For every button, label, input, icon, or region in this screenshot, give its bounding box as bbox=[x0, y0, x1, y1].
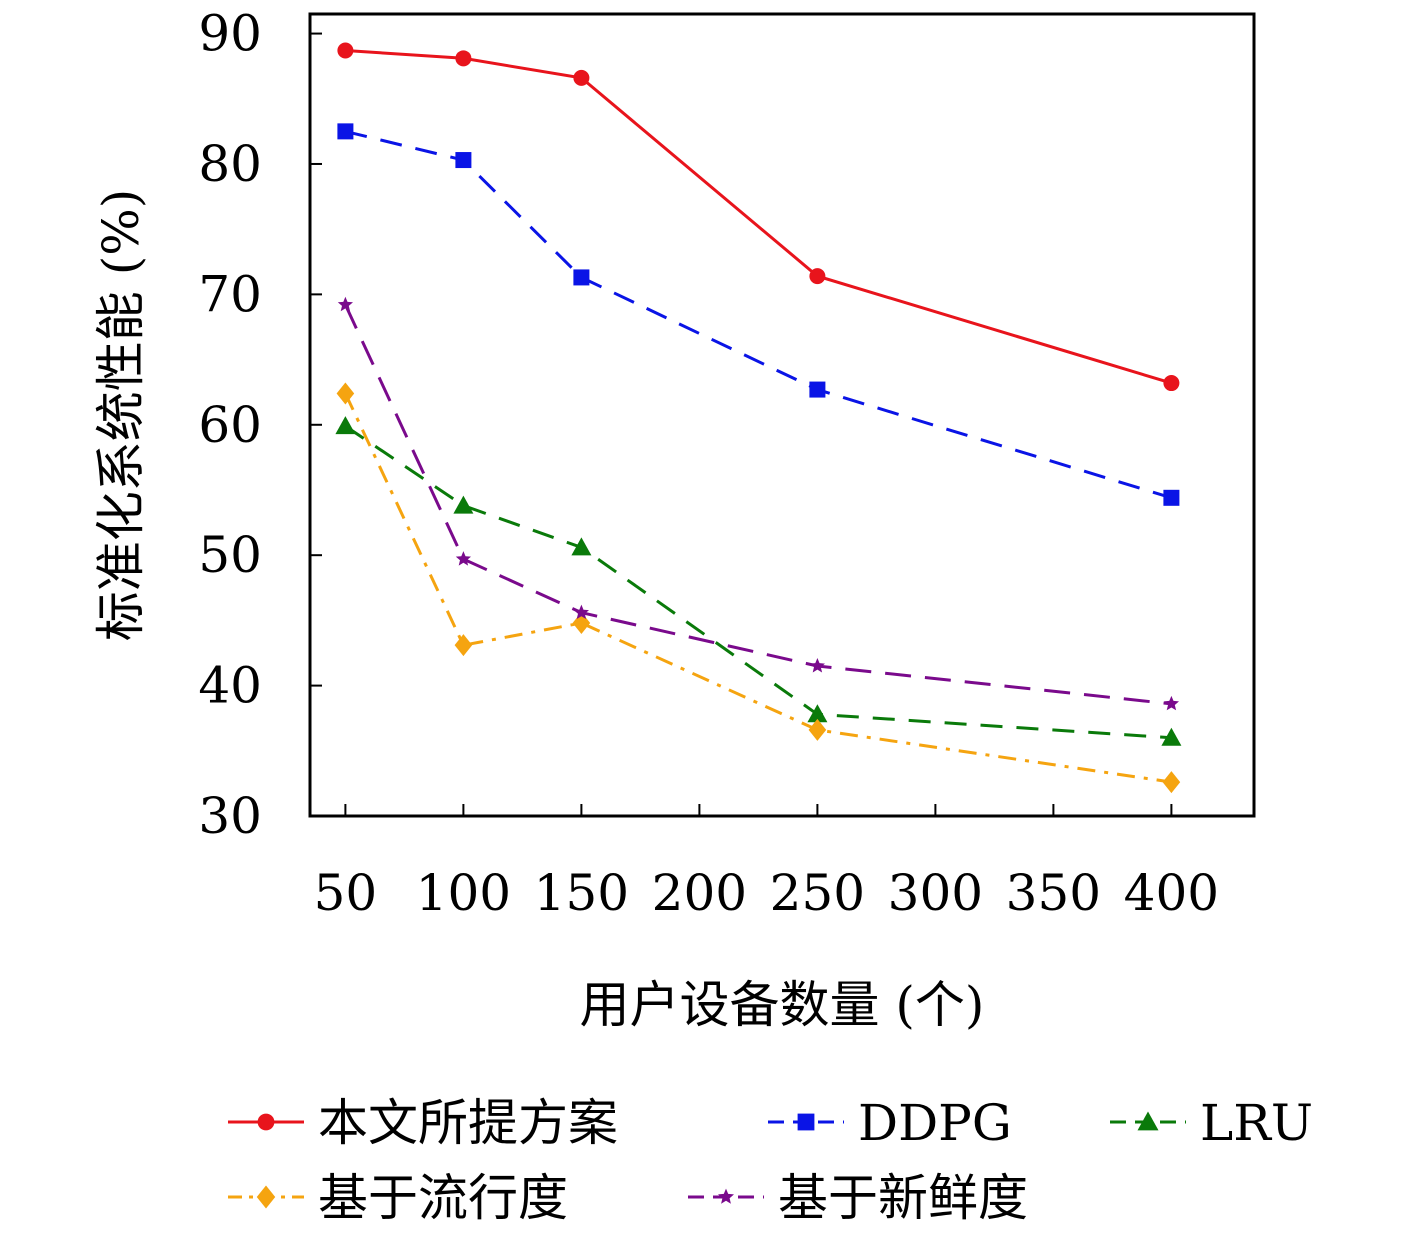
legend-item: 本文所提方案 bbox=[228, 1094, 618, 1152]
x-tick-label: 350 bbox=[1006, 864, 1101, 922]
x-tick-label: 50 bbox=[314, 864, 378, 922]
y-tick-label: 50 bbox=[198, 526, 262, 584]
legend-marker bbox=[256, 1185, 276, 1209]
data-point bbox=[337, 296, 353, 312]
y-axis-title: 标准化系统性能 (%) bbox=[92, 189, 150, 641]
legend-label: 本文所提方案 bbox=[318, 1094, 618, 1152]
legend-marker bbox=[797, 1113, 815, 1131]
y-tick-label: 60 bbox=[198, 396, 262, 454]
data-point bbox=[1163, 489, 1180, 506]
legend-item: 基于新鲜度 bbox=[688, 1169, 1028, 1227]
x-tick-label: 100 bbox=[416, 864, 511, 922]
x-axis-title: 用户设备数量 (个) bbox=[580, 976, 985, 1034]
plot-frame bbox=[308, 12, 1256, 818]
series-1 bbox=[337, 123, 1180, 506]
data-point bbox=[335, 416, 356, 435]
legend: 本文所提方案 DDPG LRU 基于流行度 基于新鲜度 bbox=[228, 1094, 1313, 1227]
legend-marker bbox=[718, 1188, 734, 1204]
series-line bbox=[344, 392, 1172, 784]
data-point bbox=[1163, 695, 1179, 711]
series-layer bbox=[335, 42, 1182, 794]
data-point bbox=[337, 123, 354, 140]
y-tick-label: 80 bbox=[198, 135, 262, 193]
series-3 bbox=[336, 382, 1181, 794]
legend-marker bbox=[1137, 1111, 1159, 1131]
data-point bbox=[809, 268, 826, 285]
y-tick-label: 90 bbox=[198, 5, 262, 63]
data-point bbox=[337, 42, 354, 59]
legend-item: LRU bbox=[1110, 1094, 1313, 1152]
data-point bbox=[455, 152, 472, 169]
x-tick-label: 250 bbox=[770, 864, 865, 922]
legend-label: LRU bbox=[1200, 1094, 1313, 1152]
series-line bbox=[345, 129, 1172, 500]
legend-label: 基于新鲜度 bbox=[778, 1169, 1028, 1227]
y-tick-label: 40 bbox=[198, 657, 262, 715]
series-4 bbox=[337, 296, 1179, 711]
data-point bbox=[809, 658, 825, 673]
data-point bbox=[808, 718, 827, 741]
data-point bbox=[809, 381, 826, 398]
data-point bbox=[336, 382, 355, 405]
x-tick-label: 300 bbox=[888, 864, 983, 922]
legend-item: DDPG bbox=[768, 1094, 1012, 1152]
data-point bbox=[571, 537, 592, 556]
data-point bbox=[573, 69, 590, 86]
y-tick-label: 70 bbox=[198, 265, 262, 323]
data-point bbox=[1162, 771, 1181, 794]
series-line bbox=[345, 49, 1172, 385]
data-point bbox=[455, 50, 472, 67]
legend-label: DDPG bbox=[858, 1094, 1012, 1152]
data-point bbox=[1161, 727, 1182, 746]
axis-ticks: 50 100 150 200 250 300 350 400 30 40 50 60 70 80 90 bbox=[198, 5, 1219, 922]
series-2 bbox=[335, 416, 1182, 746]
data-point bbox=[573, 269, 590, 286]
x-tick-label: 150 bbox=[534, 864, 629, 922]
data-point bbox=[455, 551, 471, 566]
data-point bbox=[454, 634, 473, 657]
legend-marker bbox=[257, 1113, 275, 1131]
data-point bbox=[572, 611, 591, 634]
data-point bbox=[1163, 375, 1180, 392]
data-point bbox=[573, 604, 589, 619]
y-tick-label: 30 bbox=[198, 787, 262, 845]
x-tick-label: 400 bbox=[1124, 864, 1219, 922]
series-0 bbox=[337, 42, 1180, 392]
data-point bbox=[807, 704, 828, 723]
legend-label: 基于流行度 bbox=[318, 1169, 568, 1227]
legend-item: 基于流行度 bbox=[228, 1169, 568, 1227]
x-tick-label: 200 bbox=[652, 864, 747, 922]
data-point bbox=[453, 495, 474, 514]
